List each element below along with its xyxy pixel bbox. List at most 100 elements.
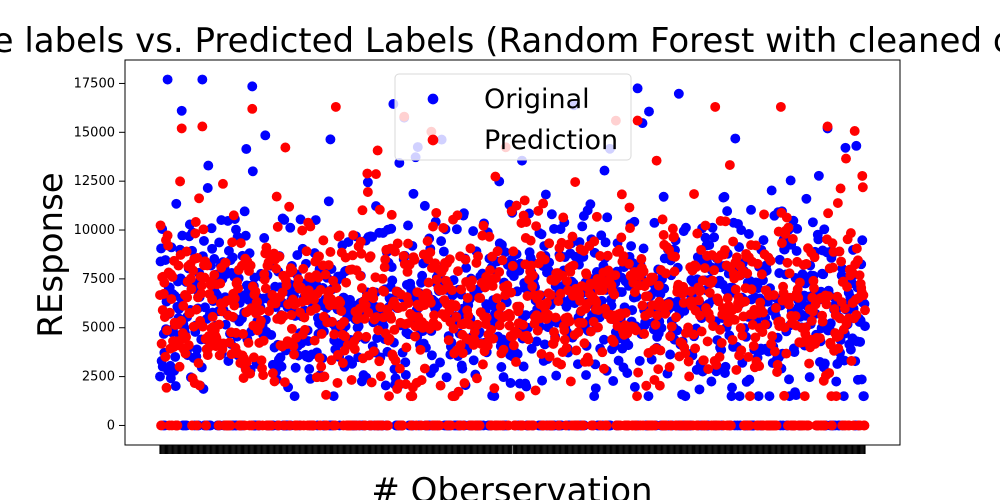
prediction-point bbox=[616, 189, 627, 200]
prediction-point bbox=[573, 327, 584, 338]
original-point bbox=[380, 380, 391, 391]
prediction-point bbox=[852, 255, 863, 266]
prediction-point bbox=[447, 285, 457, 296]
prediction-point bbox=[463, 310, 474, 321]
prediction-point bbox=[768, 290, 779, 300]
prediction-point bbox=[583, 356, 594, 367]
prediction-point bbox=[598, 363, 609, 374]
original-point bbox=[585, 199, 596, 210]
original-point bbox=[240, 230, 251, 241]
prediction-point bbox=[448, 323, 459, 334]
original-point bbox=[170, 381, 181, 392]
original-point bbox=[626, 241, 637, 251]
prediction-point bbox=[532, 325, 543, 336]
prediction-point bbox=[380, 254, 391, 265]
prediction-point bbox=[720, 216, 731, 227]
prediction-point bbox=[215, 278, 226, 289]
original-point bbox=[791, 246, 802, 256]
prediction-point bbox=[368, 293, 379, 304]
prediction-point bbox=[699, 263, 710, 274]
prediction-point bbox=[514, 391, 525, 402]
original-point bbox=[851, 140, 862, 151]
prediction-point bbox=[394, 363, 405, 374]
prediction-point bbox=[288, 341, 299, 352]
prediction-point bbox=[828, 262, 838, 273]
prediction-point bbox=[452, 210, 463, 221]
prediction-point bbox=[475, 293, 486, 304]
original-point bbox=[807, 217, 818, 228]
original-point bbox=[436, 236, 447, 247]
original-point bbox=[162, 74, 173, 85]
prediction-point bbox=[692, 228, 703, 239]
original-point bbox=[704, 240, 715, 250]
prediction-point bbox=[347, 250, 358, 261]
prediction-point bbox=[209, 269, 220, 280]
original-point bbox=[622, 368, 633, 378]
prediction-point bbox=[403, 238, 413, 249]
prediction-point bbox=[374, 204, 385, 215]
original-point bbox=[498, 372, 509, 383]
prediction-point bbox=[809, 252, 820, 263]
prediction-point bbox=[664, 362, 675, 372]
prediction-point bbox=[777, 238, 787, 248]
original-point bbox=[260, 130, 271, 141]
prediction-point bbox=[274, 251, 285, 262]
prediction-point bbox=[680, 348, 691, 359]
original-point bbox=[766, 185, 777, 196]
prediction-point bbox=[511, 200, 522, 211]
original-point bbox=[831, 376, 842, 387]
prediction-point bbox=[472, 373, 482, 384]
prediction-point bbox=[542, 297, 552, 308]
prediction-point bbox=[538, 198, 549, 209]
prediction-point bbox=[783, 222, 794, 233]
prediction-point bbox=[657, 214, 668, 225]
prediction-point bbox=[362, 168, 373, 179]
prediction-point bbox=[589, 236, 600, 247]
prediction-point bbox=[162, 325, 173, 336]
prediction-point bbox=[651, 155, 662, 166]
prediction-point bbox=[815, 333, 825, 344]
prediction-point bbox=[508, 246, 519, 257]
prediction-point bbox=[309, 335, 320, 346]
original-point bbox=[386, 223, 397, 234]
prediction-point bbox=[366, 377, 377, 388]
prediction-point bbox=[563, 239, 574, 250]
prediction-point bbox=[384, 391, 394, 402]
prediction-point bbox=[506, 287, 517, 298]
prediction-point bbox=[194, 193, 205, 204]
prediction-point bbox=[429, 310, 440, 321]
prediction-point bbox=[624, 202, 635, 213]
prediction-point bbox=[238, 328, 248, 339]
prediction-point bbox=[727, 334, 738, 345]
original-point bbox=[596, 230, 607, 241]
prediction-point bbox=[453, 386, 464, 397]
original-legend-marker bbox=[427, 93, 439, 105]
original-point bbox=[239, 206, 250, 217]
prediction-point bbox=[631, 325, 641, 336]
original-point bbox=[753, 391, 764, 402]
prediction-point bbox=[258, 335, 269, 346]
prediction-point bbox=[618, 251, 629, 262]
original-point bbox=[526, 343, 537, 354]
prediction-point bbox=[567, 231, 578, 242]
prediction-point bbox=[457, 348, 468, 359]
prediction-point bbox=[261, 242, 272, 253]
prediction-point bbox=[577, 317, 588, 328]
prediction-point bbox=[702, 336, 713, 347]
prediction-point bbox=[191, 420, 202, 431]
prediction-point bbox=[384, 333, 395, 344]
original-point bbox=[819, 224, 830, 235]
prediction-point bbox=[809, 283, 819, 294]
prediction-point bbox=[193, 358, 204, 369]
original-point bbox=[457, 363, 468, 374]
prediction-point bbox=[658, 230, 669, 240]
prediction-point bbox=[731, 252, 742, 263]
prediction-point bbox=[267, 368, 278, 379]
original-point bbox=[362, 177, 373, 188]
prediction-point bbox=[435, 380, 446, 391]
prediction-point bbox=[609, 289, 620, 300]
prediction-point bbox=[849, 126, 860, 136]
prediction-point bbox=[771, 302, 781, 313]
prediction-point bbox=[320, 269, 331, 280]
